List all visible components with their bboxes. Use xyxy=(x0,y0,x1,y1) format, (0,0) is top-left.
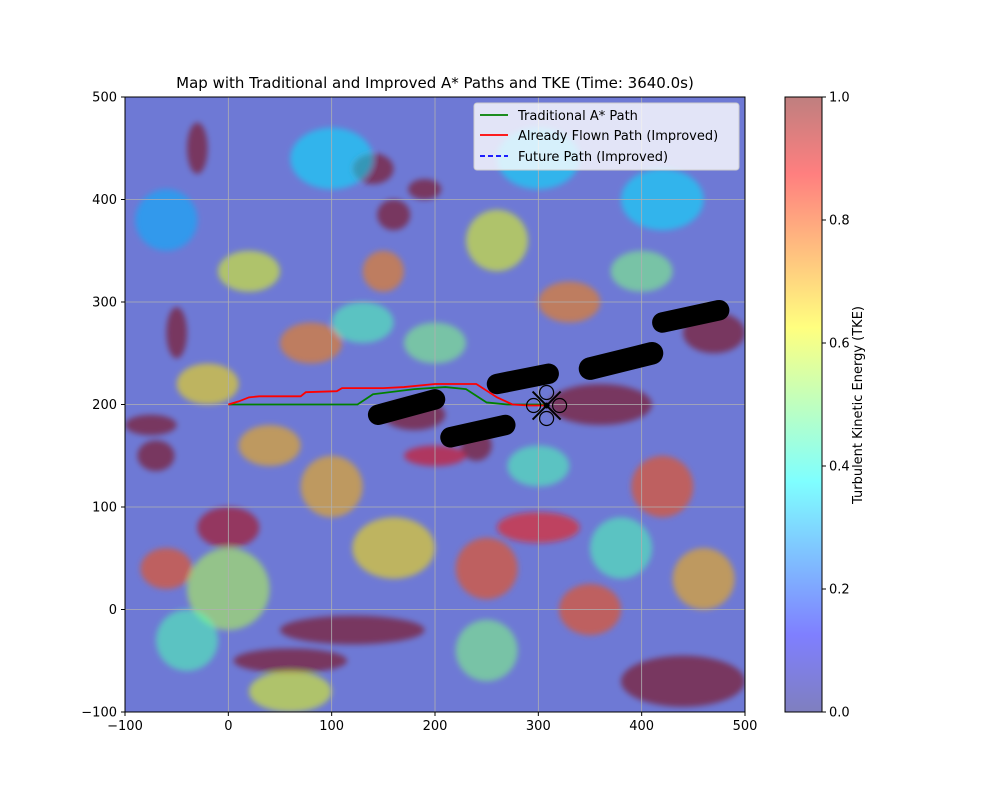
tke-blob xyxy=(238,425,301,466)
y-tick-label: −100 xyxy=(81,706,117,721)
obstacle xyxy=(578,341,664,380)
drone-body xyxy=(543,402,550,409)
y-tick-label: 500 xyxy=(92,91,117,106)
drone-marker xyxy=(525,384,568,427)
colorbar-tick-label: 0.4 xyxy=(829,460,850,475)
colorbar-tick-label: 0.2 xyxy=(829,583,850,598)
drone-rotor xyxy=(538,410,555,427)
tke-blob xyxy=(466,209,528,272)
tke-blob xyxy=(218,250,280,292)
tke-blob xyxy=(455,619,518,682)
x-tick-label: 200 xyxy=(423,719,448,734)
tke-blob xyxy=(621,655,745,707)
obstacle xyxy=(367,389,446,425)
tke-blob xyxy=(631,455,694,518)
tke-blob xyxy=(135,189,198,251)
colorbar-tick-label: 0.6 xyxy=(829,337,850,352)
tke-blob xyxy=(455,537,518,600)
tke-blob xyxy=(156,609,218,671)
colorbar-gradient xyxy=(785,97,822,712)
colorbar-label: Turbulent Kinetic Energy (TKE) xyxy=(851,306,866,505)
chart-title: Map with Traditional and Improved A* Pat… xyxy=(176,74,694,92)
legend-box xyxy=(473,102,740,171)
colorbar: 0.0 0.2 0.4 0.6 0.8 1.0 Turbulent Kinetic Ene… xyxy=(784,91,866,721)
tke-blob xyxy=(362,250,405,292)
obstacle xyxy=(486,363,559,395)
tke-blob xyxy=(672,548,735,610)
tke-blob xyxy=(408,179,442,200)
x-tick-label: 300 xyxy=(526,719,551,734)
tke-blob xyxy=(280,322,342,364)
x-tick-label: 100 xyxy=(319,719,344,734)
axes: −100 0 100 200 300 400 500 −100 0 100 200 300 400 500 xyxy=(81,91,757,735)
colorbar-ticks: 0.0 0.2 0.4 0.6 0.8 1.0 xyxy=(822,91,850,721)
drone-rotor xyxy=(538,384,555,401)
y-tick-label: 200 xyxy=(92,398,117,413)
tke-blob xyxy=(176,363,239,405)
y-tick-label: 300 xyxy=(92,296,117,311)
tke-blob xyxy=(280,615,425,645)
tke-blob xyxy=(249,671,332,712)
y-tick-label: 400 xyxy=(92,193,117,208)
x-tick-label: 500 xyxy=(733,719,758,734)
tke-blob xyxy=(352,517,435,579)
tke-blob xyxy=(377,199,411,231)
legend-label-future: Future Path (Improved) xyxy=(518,150,668,165)
obstacle xyxy=(440,414,516,448)
tke-blob xyxy=(590,517,652,579)
series-line-1 xyxy=(228,383,547,407)
tke-blob xyxy=(137,440,175,472)
y-tick-label: 0 xyxy=(109,603,117,618)
y-tick-label: 100 xyxy=(92,501,117,516)
plot-area xyxy=(125,97,745,712)
tke-blob xyxy=(233,648,348,674)
tke-blob xyxy=(166,307,188,359)
colorbar-frame xyxy=(784,96,823,713)
drone-rotor xyxy=(551,397,568,414)
tke-blob xyxy=(140,548,193,589)
tke-blob xyxy=(187,122,208,174)
x-tick-label: −100 xyxy=(107,719,143,734)
colorbar-tick-label: 0.0 xyxy=(829,706,850,721)
drone-rotor xyxy=(525,397,542,414)
tke-blob xyxy=(331,302,394,343)
legend: Traditional A* Path Already Flown Path (… xyxy=(473,102,740,171)
colorbar-tick-label: 0.8 xyxy=(829,214,850,229)
legend-label-flown: Already Flown Path (Improved) xyxy=(518,129,718,144)
obstacles xyxy=(367,299,730,448)
tke-blob xyxy=(125,414,177,436)
colorbar-tick-label: 1.0 xyxy=(829,91,850,106)
legend-label-traditional: Traditional A* Path xyxy=(517,109,638,124)
x-tick-label: 0 xyxy=(224,719,232,734)
obstacle xyxy=(652,299,730,333)
x-tick-label: 400 xyxy=(629,719,654,734)
